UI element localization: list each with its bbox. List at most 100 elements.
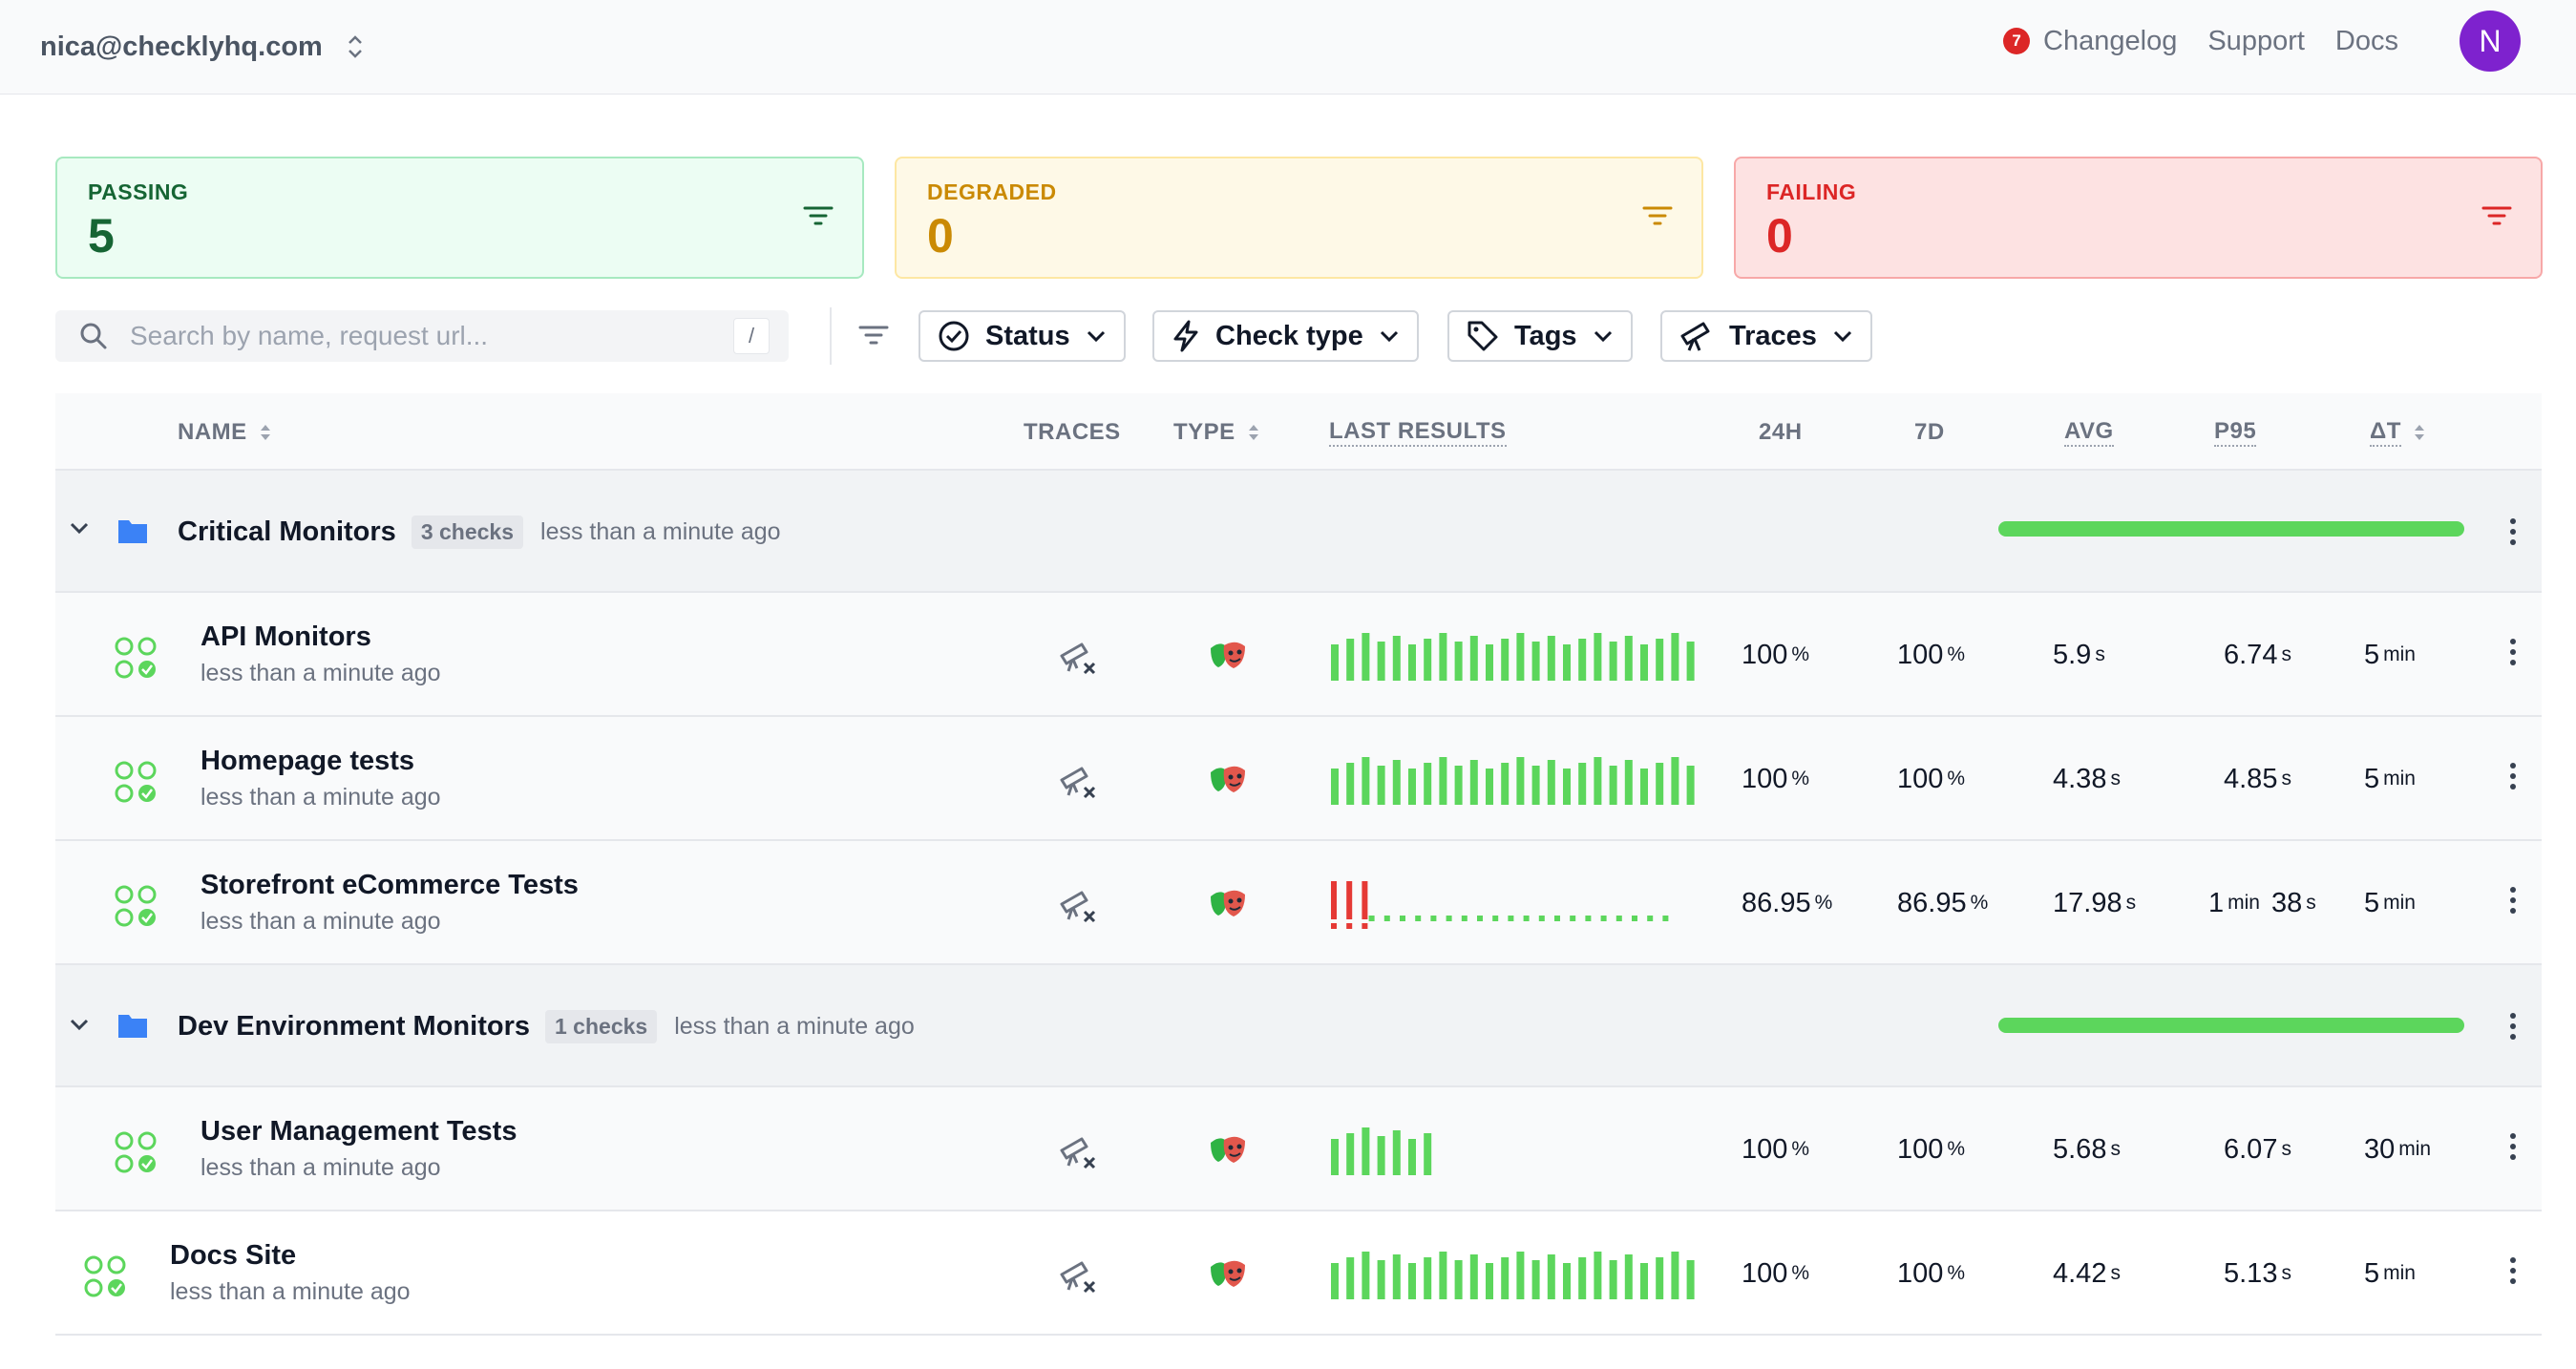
traces-disabled-icon <box>1060 891 1096 923</box>
group-health-bar <box>1998 521 2464 537</box>
check-row[interactable]: Docs Site less than a minute ago 100% 10… <box>55 1211 2542 1336</box>
result-bar-pass <box>1563 644 1571 681</box>
failing-summary-card[interactable]: FAILING 0 <box>1734 157 2543 279</box>
result-bar-pass <box>1686 642 1695 681</box>
column-delta-t[interactable]: ΔT <box>2370 393 2426 471</box>
check-frequency: 30 min <box>2364 1133 2432 1165</box>
check-row[interactable]: Homepage tests less than a minute ago 10… <box>55 717 2542 841</box>
status-filter-button[interactable]: Status <box>918 310 1126 362</box>
degraded-count: 0 <box>927 209 954 263</box>
account-switcher[interactable]: nica@checklyhq.com <box>40 25 365 69</box>
uptime-7d: 100% <box>1897 1133 1966 1165</box>
check-name[interactable]: API Monitors <box>201 621 371 652</box>
more-options-icon[interactable] <box>2507 761 2519 791</box>
result-bar-pass <box>1656 763 1664 805</box>
check-status-icon <box>115 761 157 803</box>
result-bar-pass <box>1671 757 1679 805</box>
filter-icon[interactable] <box>858 324 889 347</box>
group-health-bar <box>1998 1018 2464 1033</box>
degraded-summary-card[interactable]: DEGRADED 0 <box>895 157 1703 279</box>
search-input[interactable]: Search by name, request url... / <box>55 310 789 362</box>
column-p95: P95 <box>2214 393 2257 471</box>
filter-icon[interactable] <box>1642 204 1673 227</box>
result-bar-pass <box>1501 763 1510 805</box>
traces-filter-button[interactable]: Traces <box>1660 310 1872 362</box>
result-bar-pass <box>1346 763 1355 805</box>
playwright-icon <box>1211 1260 1245 1287</box>
result-bar-pass <box>1331 1139 1339 1175</box>
avatar[interactable]: N <box>2460 11 2521 72</box>
search-icon <box>80 323 107 349</box>
result-bar-pass <box>1486 769 1493 805</box>
check-name[interactable]: Homepage tests <box>201 746 415 776</box>
tags-filter-button[interactable]: Tags <box>1447 310 1633 362</box>
result-bar-pass <box>1516 1252 1525 1299</box>
result-bar-pass <box>1469 1254 1478 1299</box>
result-dot-pending <box>1538 916 1545 921</box>
group-count-badge: 3 checks <box>411 515 524 549</box>
result-bar-pass <box>1331 644 1339 681</box>
filter-icon[interactable] <box>803 204 834 227</box>
result-bar-pass <box>1362 1127 1370 1175</box>
passing-summary-card[interactable]: PASSING 5 <box>55 157 864 279</box>
check-name[interactable]: User Management Tests <box>201 1116 517 1147</box>
check-row[interactable]: API Monitors less than a minute ago 100%… <box>55 593 2542 717</box>
more-options-icon[interactable] <box>2507 1011 2519 1042</box>
failing-label: FAILING <box>1766 179 1857 204</box>
chevron-down-icon[interactable] <box>69 521 90 535</box>
check-row[interactable]: User Management Tests less than a minute… <box>55 1087 2542 1211</box>
group-row[interactable]: Dev Environment Monitors 1 checks less tha… <box>55 965 2542 1087</box>
support-link[interactable]: Support <box>2207 25 2305 56</box>
p95-response: 6.07 s <box>2224 1133 2291 1165</box>
group-updated: less than a minute ago <box>674 1012 915 1040</box>
group-row[interactable]: Critical Monitors 3 checks less than a min… <box>55 471 2542 593</box>
chevron-down-icon <box>1380 330 1398 343</box>
result-dot-pending <box>1477 916 1483 921</box>
check-status-icon <box>115 1131 157 1173</box>
more-options-icon[interactable] <box>2507 885 2519 916</box>
result-bar-pass <box>1439 633 1447 681</box>
more-options-icon[interactable] <box>2507 1131 2519 1162</box>
check-frequency: 5 min <box>2364 887 2416 918</box>
result-bar-pass <box>1362 757 1370 805</box>
result-dot-pending <box>1632 916 1637 921</box>
result-dot-pending <box>1415 916 1422 921</box>
last-results-chart <box>1331 633 1695 681</box>
result-dot-pending <box>1600 916 1607 921</box>
result-bar-pass <box>1346 639 1355 681</box>
p95-response: 5.13 s <box>2224 1257 2291 1289</box>
filter-icon[interactable] <box>2481 204 2512 227</box>
check-name[interactable]: Storefront eCommerce Tests <box>201 870 579 900</box>
avg-response: 5.9 s <box>2053 639 2105 670</box>
more-options-icon[interactable] <box>2507 516 2519 547</box>
more-options-icon[interactable] <box>2507 637 2519 667</box>
check-status-icon <box>84 1255 126 1297</box>
check-name[interactable]: Docs Site <box>170 1240 297 1271</box>
result-bar-pass <box>1686 766 1695 805</box>
result-bar-pass <box>1578 1257 1587 1299</box>
result-bar-fail <box>1331 881 1337 919</box>
tag-icon <box>1467 321 1498 351</box>
result-bar-pass <box>1346 1257 1355 1299</box>
result-dot-pending <box>1383 916 1390 921</box>
uptime-24h: 100% <box>1742 1133 1810 1165</box>
more-options-icon[interactable] <box>2507 1255 2519 1286</box>
result-bar-pass <box>1624 1254 1633 1299</box>
result-bar-pass <box>1424 763 1432 805</box>
result-bar-pass <box>1594 757 1602 805</box>
chevron-down-icon <box>1594 330 1612 343</box>
changelog-link[interactable]: 7 Changelog <box>2003 26 2177 57</box>
column-type[interactable]: TYPE <box>1173 393 1260 471</box>
result-dot-pending <box>1400 916 1405 921</box>
check-type-filter-button[interactable]: Check type <box>1152 310 1419 362</box>
check-row[interactable]: Storefront eCommerce Tests less than a m… <box>55 841 2542 965</box>
result-dot-pending <box>1570 916 1576 921</box>
column-name[interactable]: NAME <box>178 393 272 471</box>
docs-link[interactable]: Docs <box>2334 25 2398 56</box>
chevron-down-icon[interactable] <box>69 1018 90 1031</box>
sort-icon <box>260 424 270 440</box>
failing-count: 0 <box>1766 209 1793 263</box>
group-count-badge: 1 checks <box>545 1009 658 1043</box>
traces-disabled-icon <box>1060 1137 1096 1169</box>
folder-icon <box>118 520 147 543</box>
